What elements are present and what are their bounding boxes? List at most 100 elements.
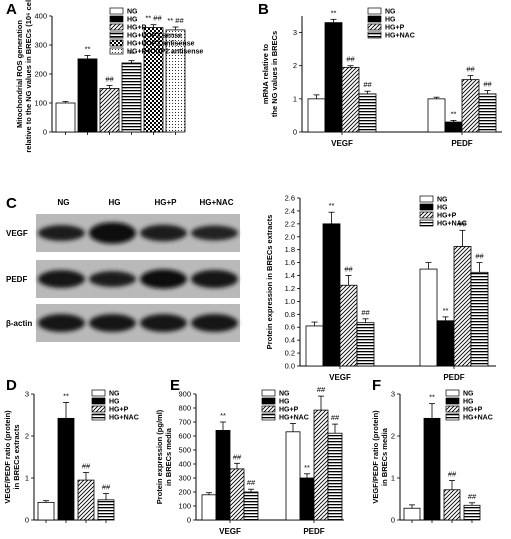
y-tick-label: 1.4 [285, 271, 295, 280]
significance-label: ## [361, 308, 370, 317]
blot-row-label: VEGF [6, 229, 28, 238]
bar [470, 271, 489, 367]
legend-label: HG+P [463, 407, 483, 414]
y-tick-label: 1 [25, 474, 29, 483]
blot-row-label: PEDF [6, 275, 27, 284]
legend-swatch [367, 23, 382, 31]
legend-label: HG+NAC [385, 33, 415, 40]
y-axis-label: Mitochondrial ROS generationrelative to … [15, 0, 33, 153]
bar [436, 320, 455, 367]
legend-swatch [109, 47, 124, 55]
y-tick-label: 200 [34, 70, 47, 79]
bar [403, 507, 421, 521]
bar [463, 504, 481, 521]
significance-label: ## [233, 452, 242, 461]
y-tick-label: 300 [34, 41, 47, 50]
bar [341, 66, 360, 133]
bar [97, 499, 115, 521]
y-tick-label: 0 [391, 516, 395, 525]
legend-label: HG+NAC [463, 415, 493, 422]
legend-swatch [109, 31, 124, 39]
blot-lane-label: NG [58, 198, 70, 207]
legend-label: HG+NAC [109, 415, 139, 422]
significance-label: ## [82, 462, 91, 471]
y-tick-label: 100 [34, 99, 47, 108]
chart-panel-b: B 0 1 2 3 mRNA relative tothe NG values in BR… [258, 1, 502, 148]
chart-panel-d: D 0 1 2 3 VEGF/PEDF ratio (protein)in BRECs e… [3, 377, 139, 525]
y-tick-label: 500 [178, 446, 191, 455]
blot-band [38, 314, 85, 332]
significance-label: ## [363, 80, 372, 89]
significance-label: ** [63, 391, 69, 400]
y-axis-label: VEGF/PEDF ratio (protein)in BRECs extrac… [3, 410, 21, 504]
y-tick-label: 0.8 [285, 310, 295, 319]
significance-label: ## [331, 413, 340, 422]
y-tick-label: 2 [25, 432, 29, 441]
bar [77, 479, 95, 521]
significance-label: ** [129, 50, 135, 59]
significance-label: ## [466, 65, 475, 74]
y-tick-label: 3 [293, 28, 297, 37]
significance-label: ** [451, 109, 457, 118]
legend-label: HG+P [279, 407, 299, 414]
panel-letter: E [170, 377, 180, 394]
legend-label: HG [437, 205, 448, 212]
y-tick-label: 700 [178, 418, 191, 427]
significance-label: ## [102, 483, 111, 492]
legend-swatch [91, 397, 106, 405]
legend-label: HG+P+UCP2 antisense [127, 49, 203, 56]
legend-swatch [109, 15, 124, 23]
bar [55, 102, 76, 133]
legend-label: HG+UCP2 sense [127, 33, 182, 40]
significance-label: ** ## [145, 14, 162, 23]
significance-label: ## [247, 478, 256, 487]
legend-swatch [419, 219, 434, 227]
y-tick-label: 2.6 [285, 194, 295, 203]
significance-label: ** [429, 393, 435, 402]
chart-panel-c: C 0.0 0.2 0.4 0.6 0.8 1.0 1.2 1.4 1.6 1.8 2.0 2.2 2.4… [6, 194, 496, 382]
bar [37, 501, 55, 521]
x-category-label: PEDF [303, 527, 324, 536]
legend-swatch [419, 195, 434, 203]
y-tick-label: 800 [178, 404, 191, 413]
legend-label: HG [127, 17, 138, 24]
legend-label: HG+P [109, 407, 129, 414]
blot-band [89, 222, 136, 244]
y-tick-label: 300 [178, 474, 191, 483]
y-tick-label: 0.4 [285, 336, 295, 345]
bar [444, 121, 463, 133]
legend-label: NG [463, 391, 474, 398]
bar [313, 409, 329, 521]
y-tick-label: 3 [25, 390, 29, 399]
legend-label: HG [463, 399, 474, 406]
blot-lane-label: HG+P [154, 198, 177, 207]
blot-lane-label: HG [109, 198, 121, 207]
western-blot: NG HG HG+P HG+NAC VEGF PEDF β-actin [6, 198, 240, 342]
significance-label: ** [220, 411, 226, 420]
significance-label: ## [448, 470, 457, 479]
blot-band [89, 271, 136, 287]
y-tick-label: 400 [178, 460, 191, 469]
significance-label: ## [317, 385, 326, 394]
legend-label: HG [385, 17, 396, 24]
legend-label: HG [279, 399, 290, 406]
y-tick-label: 0 [43, 128, 47, 137]
y-tick-label: 400 [34, 12, 47, 21]
legend-label: NG [127, 9, 138, 16]
chart-panel-e: E 0 100 200 300 400 500 600 700 800 900 Protein exp… [155, 377, 344, 536]
y-tick-label: 200 [178, 488, 191, 497]
y-tick-label: 0.2 [285, 349, 295, 358]
y-tick-label: 2 [391, 432, 395, 441]
y-tick-label: 1.6 [285, 258, 295, 267]
x-category-label: VEGF [329, 373, 351, 382]
panel-letter: F [372, 377, 381, 394]
bar [356, 322, 375, 367]
y-tick-label: 900 [178, 390, 191, 399]
y-tick-label: 0 [25, 516, 29, 525]
y-tick-label: 2.4 [285, 206, 295, 215]
bar [201, 494, 217, 521]
bar [99, 88, 120, 133]
panel-letter: D [6, 377, 17, 394]
legend-swatch [445, 405, 460, 413]
